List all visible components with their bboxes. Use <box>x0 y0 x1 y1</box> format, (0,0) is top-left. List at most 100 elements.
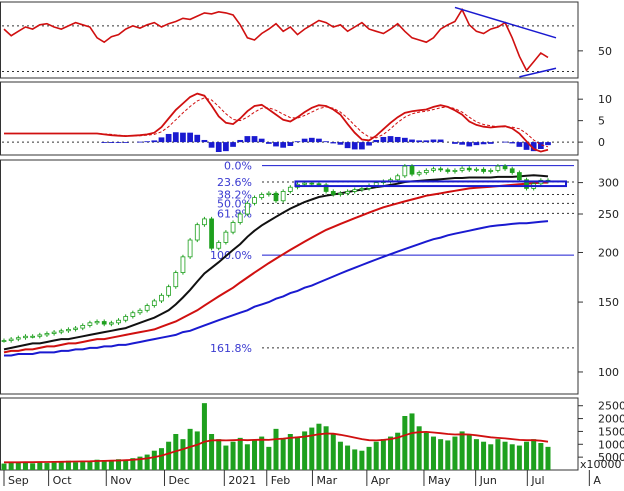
macd-histogram-bar <box>137 141 143 143</box>
y-tick-label: 200 <box>598 246 619 259</box>
volume-bar <box>459 431 465 470</box>
volume-bar <box>223 445 229 470</box>
macd-histogram-bar <box>523 142 530 150</box>
volume-bar <box>30 463 36 470</box>
volume-bar <box>473 439 479 470</box>
x-tick-label: A <box>593 474 601 487</box>
x-tick-label: Oct <box>53 474 73 487</box>
y-tick-label: 10000 <box>598 438 624 451</box>
volume-bar <box>230 441 236 470</box>
macd-histogram-bar <box>237 139 244 143</box>
macd-histogram-bar <box>530 142 537 152</box>
macd-histogram-bar <box>244 136 251 143</box>
macd-histogram-bar <box>151 140 158 143</box>
volume-bar <box>302 431 308 470</box>
macd-histogram-bar <box>437 139 444 143</box>
macd-histogram-bar <box>180 132 186 143</box>
volume-bar <box>509 444 515 470</box>
price-candle-body <box>252 197 257 204</box>
volume-bar <box>158 448 164 470</box>
macd-histogram-bar <box>101 142 108 143</box>
y-tick-label: 50 <box>598 45 612 58</box>
price-candle-body <box>502 165 508 170</box>
volume-bar <box>516 445 522 470</box>
price-candle-body <box>488 169 494 172</box>
price-candle-body <box>116 319 121 324</box>
volume-bar <box>430 436 436 470</box>
price-candle-body <box>173 272 179 288</box>
price-candle-body <box>409 165 415 175</box>
volume-bar <box>380 439 386 470</box>
macd-histogram-bar <box>509 142 516 144</box>
price-candle-body <box>345 191 350 194</box>
price-candle-body <box>73 327 78 330</box>
x-tick-label: Mar <box>316 474 337 487</box>
volume-bar <box>409 413 415 470</box>
macd-histogram-bar <box>423 140 430 143</box>
price-candle-body <box>330 191 336 195</box>
price-candle-body <box>58 330 64 333</box>
price-candle-body <box>323 184 329 192</box>
y-tick-label: 300 <box>598 177 619 190</box>
price-candle-body <box>109 322 114 325</box>
price-candle-body <box>273 192 279 202</box>
price-candle-body <box>180 256 186 273</box>
macd-histogram-bar <box>373 139 380 143</box>
volume-bar <box>58 461 64 470</box>
y-tick-label: 150 <box>598 296 619 309</box>
price-candle-body <box>359 188 365 191</box>
volume-bar <box>94 459 100 470</box>
price-candle-body <box>524 179 529 189</box>
volume-bar <box>337 441 343 470</box>
price-candle-body <box>431 168 436 171</box>
price-candle-body <box>137 309 143 314</box>
macd-histogram-bar <box>280 142 287 148</box>
volume-bar <box>80 462 86 470</box>
price-candle-body <box>216 242 222 249</box>
price-candle-body <box>373 182 379 186</box>
volume-bar <box>452 436 458 470</box>
price-candle-body <box>87 322 93 326</box>
macd-histogram-bar <box>502 141 508 143</box>
macd-histogram-bar <box>122 142 129 143</box>
macd-histogram-bar <box>480 142 487 145</box>
macd-histogram-bar <box>215 142 222 152</box>
volume-unit-label: x10000 <box>580 458 622 471</box>
macd-histogram-bar <box>294 141 301 143</box>
price-candle-body <box>151 300 157 306</box>
macd-histogram-bar <box>158 137 165 143</box>
volume-bar <box>273 428 279 470</box>
macd-histogram-bar <box>545 142 551 146</box>
macd-histogram-bar <box>351 142 358 150</box>
volume-bar <box>87 461 93 470</box>
price-candle-body <box>459 167 465 171</box>
volume-bar <box>108 460 114 470</box>
x-tick-label: Apr <box>371 474 391 487</box>
ma-mid-line <box>3 181 548 354</box>
volume-bar <box>65 460 71 470</box>
price-candle-body <box>302 182 307 185</box>
volume-bar <box>294 436 300 470</box>
y-tick-label: 100 <box>598 366 619 379</box>
price-candle-body <box>316 183 322 186</box>
volume-bar <box>466 434 472 470</box>
macd-histogram-bar <box>165 133 172 143</box>
x-tick-label: Sep <box>8 474 29 487</box>
macd-histogram-bar <box>208 142 215 148</box>
macd-histogram-bar <box>401 137 408 143</box>
volume-bar <box>416 426 422 470</box>
fib-level-label: 38.2% <box>217 188 252 201</box>
macd-histogram-bar <box>115 142 122 143</box>
price-candle-body <box>187 239 193 258</box>
macd-histogram-bar <box>172 132 179 143</box>
volume-bar <box>180 439 186 470</box>
price-candle-body <box>37 334 43 337</box>
macd-histogram-bar <box>287 142 294 146</box>
volume-bar <box>330 434 336 470</box>
volume-bar <box>388 436 394 470</box>
macd-histogram-bar <box>201 139 208 143</box>
oscillator-panel: 50 <box>2 6 612 78</box>
price-candle-body <box>15 337 21 340</box>
price-candle-body <box>94 321 100 324</box>
macd-histogram-bar <box>416 140 423 143</box>
